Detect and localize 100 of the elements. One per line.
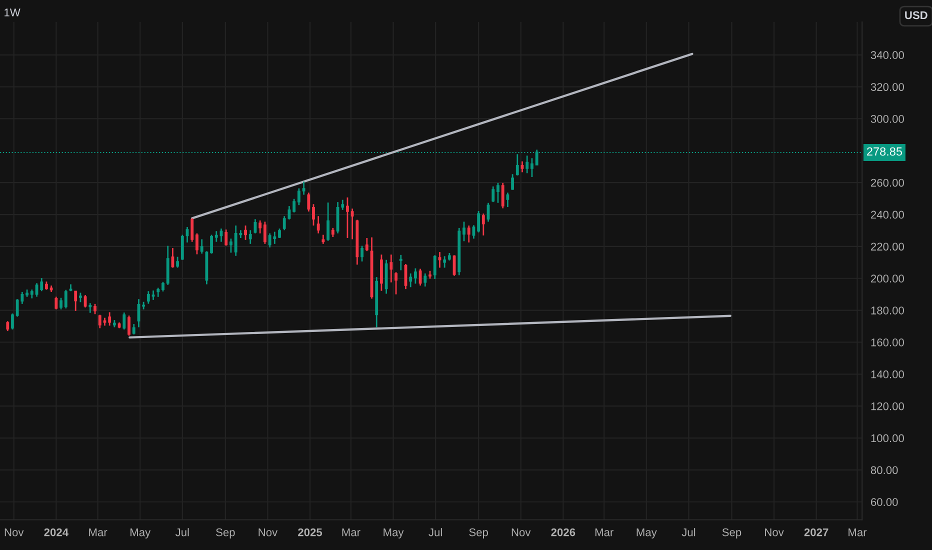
- candlestick: [341, 199, 344, 211]
- candlestick: [516, 153, 519, 176]
- candlestick: [472, 224, 476, 240]
- y-tick-label: 260.00: [870, 178, 904, 187]
- candlestick: [443, 255, 446, 268]
- candlestick: [78, 292, 82, 303]
- candlestick: [248, 229, 252, 245]
- candlestick: [98, 314, 102, 329]
- candlestick: [496, 182, 500, 204]
- candlestick: [297, 188, 300, 206]
- x-tick-label: Jul: [682, 528, 696, 536]
- candlestick: [128, 314, 130, 336]
- candlestick: [108, 312, 112, 326]
- candlestick: [6, 320, 10, 332]
- candlestick: [506, 192, 510, 208]
- candlestick: [409, 272, 412, 288]
- x-tick-label: Mar: [89, 528, 108, 536]
- candlestick: [54, 296, 58, 310]
- candlestick: [146, 290, 150, 304]
- candlestick: [350, 208, 354, 240]
- x-tick-label: May: [384, 528, 404, 538]
- x-tick-label: Mar: [848, 528, 867, 536]
- candlestick: [200, 238, 204, 254]
- x-tick-label: Nov: [4, 528, 24, 536]
- chart-title: 1W: [4, 8, 20, 16]
- x-tick-label: Nov: [258, 528, 278, 536]
- candlestick: [365, 237, 368, 252]
- candlestick: [60, 297, 62, 310]
- candlestick: [312, 203, 315, 226]
- y-tick-label: 340.00: [870, 51, 904, 60]
- x-tick-label: Sep: [722, 528, 742, 538]
- x-tick-label: 2026: [551, 528, 576, 536]
- y-tick-label: 120.00: [871, 402, 904, 410]
- candlestick: [302, 180, 306, 196]
- candlestick: [292, 198, 296, 214]
- candlestick: [190, 218, 194, 243]
- candlestick: [360, 245, 364, 262]
- candlestick: [346, 196, 349, 239]
- candlestick: [224, 228, 228, 246]
- y-tick-label: 200.00: [870, 274, 904, 283]
- candlestick: [214, 230, 218, 243]
- candlestick: [418, 268, 422, 286]
- candlestick: [132, 323, 136, 336]
- candlestick: [210, 234, 213, 254]
- candlestick: [176, 256, 180, 268]
- candlestick: [11, 312, 14, 330]
- y-tick-label: 240.00: [870, 210, 904, 219]
- x-tick-label: 2024: [44, 528, 68, 536]
- candlestick: [156, 287, 160, 298]
- x-tick-label: Sep: [216, 528, 235, 538]
- candlestick: [477, 210, 480, 234]
- candlestick: [492, 186, 495, 203]
- candlestick: [307, 192, 310, 212]
- candlestick: [467, 224, 470, 244]
- candlestick: [399, 254, 402, 271]
- candlestick: [394, 271, 398, 296]
- y-tick-label: 100.00: [871, 434, 904, 442]
- x-tick-label: Jul: [428, 528, 442, 536]
- y-tick-label: 60.00: [871, 498, 898, 506]
- candlestick: [326, 202, 330, 242]
- y-tick-label: 220.00: [870, 242, 904, 251]
- x-tick-label: Sep: [469, 528, 488, 538]
- candlestick: [196, 232, 198, 255]
- candlestick: [180, 234, 184, 261]
- ref-line-label: 278.85: [867, 147, 902, 156]
- candlestick: [84, 294, 87, 308]
- candlestick: [40, 277, 44, 292]
- candlestick: [414, 268, 417, 284]
- candlestick: [380, 254, 383, 292]
- candlestick: [258, 220, 262, 234]
- x-tick-label: 2027: [804, 528, 828, 536]
- y-tick-label: 160.00: [871, 338, 904, 346]
- x-tick-label: Jul: [175, 528, 189, 536]
- x-tick-label: Mar: [342, 528, 360, 536]
- candlestick: [526, 154, 529, 174]
- candlestick: [316, 215, 320, 234]
- candlestick: [322, 234, 325, 245]
- candlestick: [511, 173, 514, 190]
- candlestick: [88, 302, 92, 314]
- candlestick: [229, 238, 232, 254]
- candlestick: [171, 247, 174, 268]
- x-tick-label: Nov: [512, 528, 531, 536]
- candlestick: [433, 254, 436, 280]
- candlestick: [152, 290, 155, 301]
- y-tick-label: 300.00: [870, 115, 904, 123]
- y-tick-label: 320.00: [870, 83, 904, 91]
- candlestick: [282, 215, 286, 231]
- candlestick: [424, 272, 427, 288]
- candlestick: [74, 290, 78, 312]
- x-tick-label: May: [636, 528, 657, 538]
- candlestick: [122, 312, 126, 330]
- candlestick: [462, 221, 466, 242]
- candlestick: [64, 289, 68, 310]
- candlestick: [530, 157, 534, 178]
- y-tick-label: 80.00: [870, 466, 898, 474]
- candlestick: [482, 212, 485, 236]
- candlestick: [501, 182, 504, 209]
- x-tick-label: May: [130, 528, 151, 538]
- x-tick-label: 2025: [298, 528, 322, 536]
- candlestick: [244, 224, 247, 241]
